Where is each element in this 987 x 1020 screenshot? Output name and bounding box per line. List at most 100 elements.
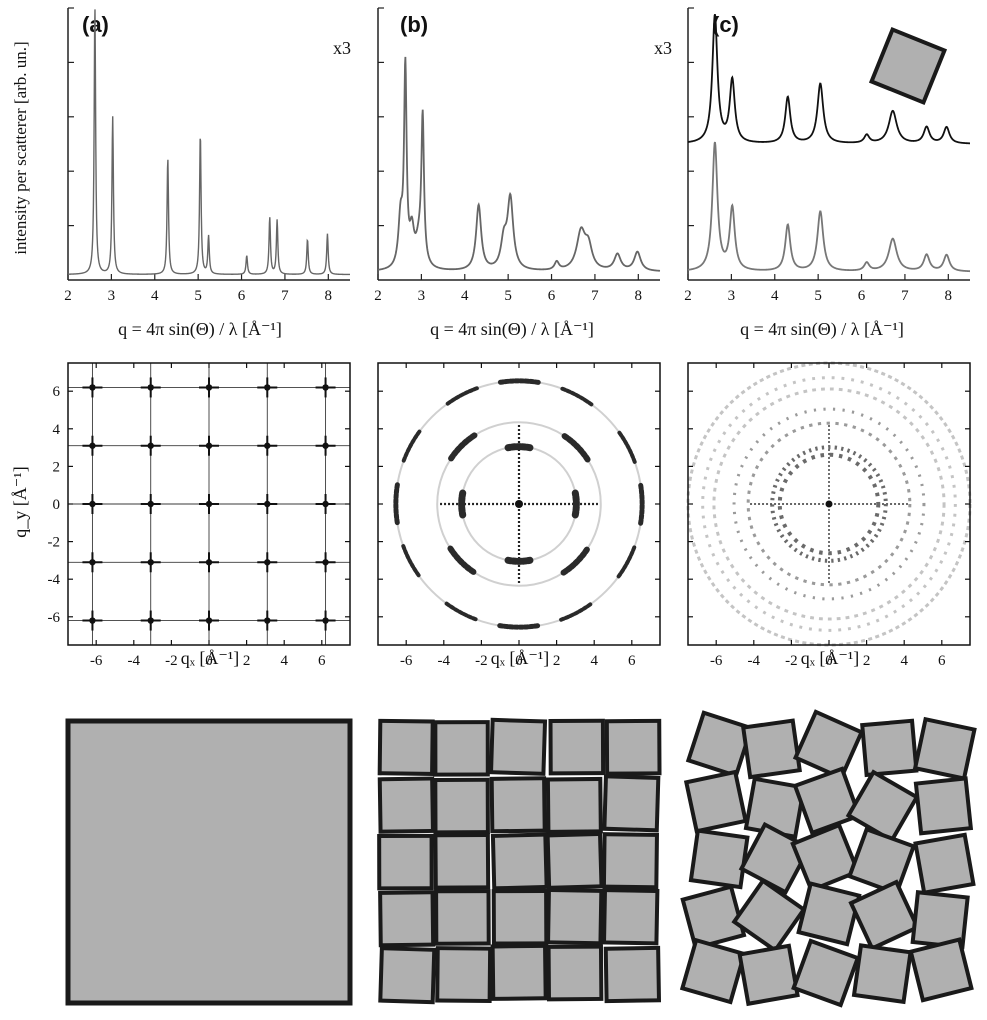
faint-ring [436, 421, 602, 587]
y-tick-label: 6 [53, 384, 61, 400]
diffraction-arc [401, 429, 422, 464]
grid-tile [490, 943, 548, 1001]
grid-tile [604, 718, 662, 776]
diffraction-arc [616, 429, 637, 464]
diffraction-arc [504, 556, 534, 565]
x-tick-label: 8 [945, 288, 953, 304]
grid-tile [601, 887, 660, 946]
bragg-peak [205, 559, 213, 566]
diffraction-arc [458, 489, 467, 519]
map-a-area: -6 -4 -2 0 2 4 6 -6 -4 -2 0 2 4 6 [48, 362, 351, 669]
bragg-peak [322, 384, 329, 391]
x-tick-label: 3 [418, 288, 426, 304]
intensity-axis-label: intensity per scatterer [arb. un.] [11, 41, 30, 254]
x-tick-label: 5 [814, 288, 822, 304]
diffraction-arc [497, 378, 541, 385]
x-tick-label: 0 [515, 653, 523, 669]
single-crystal-square [65, 718, 353, 1006]
panel-b-label: (b) [400, 12, 428, 37]
x-tick-label: 2 [374, 288, 382, 304]
bragg-peak [322, 442, 329, 449]
diffraction-arc [560, 545, 591, 576]
rotated-tile [845, 769, 920, 844]
grid-tile [433, 832, 491, 890]
rotated-tile [908, 937, 974, 1003]
bragg-peak [205, 442, 213, 449]
diffraction-arc [559, 386, 594, 407]
rotated-tile [860, 718, 919, 778]
rotated-tile [913, 776, 974, 836]
inset-rotated-square [868, 26, 948, 106]
diffraction-arc [560, 432, 591, 463]
rotated-tile [791, 938, 861, 1008]
structure-a-single-square [65, 718, 353, 1006]
y-tick-label: -6 [48, 610, 61, 626]
x-tick-label: 2 [64, 288, 72, 304]
bragg-peak [89, 384, 96, 391]
panel-a-plot-area: 2 3 4 5 6 7 8 [64, 7, 351, 304]
grid-tile [488, 717, 548, 776]
rotated-tile [792, 766, 862, 836]
powder-ring [770, 445, 888, 563]
x-tick-label: -4 [438, 653, 451, 669]
map-b-x-axis-label: qₓ [Å⁻¹] [491, 648, 550, 668]
x-tick-label: 6 [858, 288, 866, 304]
map-c: qₓ [Å⁻¹] -6 -4 -2 0 2 4 6 [686, 361, 972, 669]
bragg-peak [147, 384, 154, 391]
x-tick-label: 6 [238, 288, 246, 304]
grid-tile [489, 776, 547, 834]
x-tick-label: 0 [205, 653, 213, 669]
x-tick-label: 7 [281, 288, 289, 304]
x-tick-label: 6 [938, 653, 946, 669]
bragg-peak [264, 384, 271, 391]
x-tick-label: -2 [785, 653, 798, 669]
bragg-peak [322, 559, 329, 566]
powder-ring [746, 421, 912, 587]
x-tick-label: -2 [475, 653, 488, 669]
diffraction-arc [504, 443, 534, 452]
central-peak [825, 500, 833, 508]
x-tick-label: 4 [151, 288, 159, 304]
diffraction-arc [638, 482, 645, 526]
series-line-0 [687, 13, 971, 145]
x-tick-label: 2 [684, 288, 692, 304]
map-a: q_y [Å⁻¹] qₓ [Å⁻¹] -6 -4 -2 0 2 4 6 -6 -4 -2 0 2 4 6 [10, 362, 351, 669]
rotated-tile [796, 881, 862, 947]
grid-tile [377, 718, 435, 776]
structure-c-rotated-tiles [679, 709, 977, 1008]
powder-ring [777, 452, 881, 556]
qy-axis-label: q_y [Å⁻¹] [10, 466, 30, 537]
x-tick-label: 8 [635, 288, 643, 304]
x-tick-label: 3 [108, 288, 116, 304]
map-a-x-axis-label: qₓ [Å⁻¹] [181, 648, 240, 668]
x-tick-label: 7 [901, 288, 909, 304]
x-tick-label: -4 [748, 653, 761, 669]
grid-tile [546, 944, 604, 1002]
grid-tile [435, 946, 493, 1004]
grid-tile [377, 776, 435, 834]
rotated-tile [737, 943, 800, 1007]
y-tick-label: -4 [48, 572, 61, 588]
panel-b-plot: (b) x3 q = 4π sin(Θ) / λ [Å⁻¹] 2 3 4 5 6 7 8 [333, 7, 661, 340]
x-tick-label: 4 [461, 288, 469, 304]
diffraction-arc [401, 544, 422, 579]
bragg-peak [322, 617, 329, 624]
panel-b-x-axis-label: q = 4π sin(Θ) / λ [Å⁻¹] [430, 319, 594, 340]
diffraction-arc [571, 489, 580, 519]
structure-b-distorted-grid [377, 717, 662, 1005]
rotated-tile [912, 716, 977, 781]
diffraction-arc [447, 545, 478, 576]
diffraction-arc [616, 544, 637, 579]
rotated-tile [679, 937, 747, 1005]
x-tick-label: 5 [504, 288, 512, 304]
rotated-tile [848, 879, 921, 952]
panel-c-x-axis-label: q = 4π sin(Θ) / λ [Å⁻¹] [740, 319, 904, 340]
x-tick-label: 6 [628, 653, 636, 669]
x-tick-label: -6 [400, 653, 413, 669]
y-tick-label: -2 [48, 535, 61, 551]
x-tick-label: 4 [280, 653, 288, 669]
bragg-peak [89, 500, 96, 508]
x-tick-label: 4 [900, 653, 908, 669]
series-line-0 [67, 9, 351, 276]
